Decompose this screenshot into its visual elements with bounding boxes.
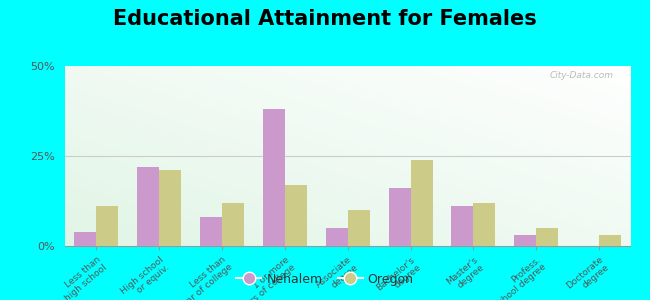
Bar [137,167,159,246]
Bar [326,228,348,246]
Text: Educational Attainment for Females: Educational Attainment for Females [113,9,537,29]
Bar [599,235,621,246]
Bar [263,109,285,246]
Text: City-Data.com: City-Data.com [549,71,614,80]
Bar [389,188,411,246]
Bar [473,203,495,246]
Bar [285,185,307,246]
Bar [348,210,370,246]
Bar [451,206,473,246]
Legend: Nehalem, Oregon: Nehalem, Oregon [231,268,419,291]
Bar [536,228,558,246]
Bar [514,235,536,246]
Bar [411,160,432,246]
Bar [200,217,222,246]
Bar [159,170,181,246]
Bar [222,203,244,246]
Bar [74,232,96,246]
Bar [96,206,118,246]
